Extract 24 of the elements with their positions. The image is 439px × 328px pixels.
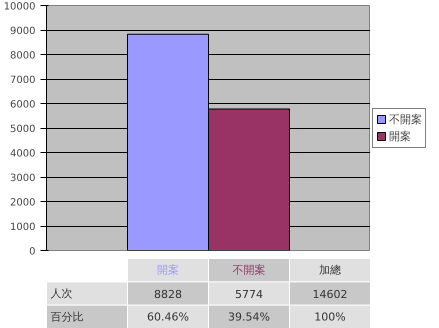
text: 開案 [157, 264, 179, 277]
y-tick-label: 7000 [10, 75, 36, 86]
text: 5774 [235, 288, 264, 301]
y-tick-label: 8000 [10, 50, 36, 62]
text: 60.46% [147, 310, 189, 324]
legend-label: 開案 [389, 128, 411, 144]
y-tick-label: 4000 [10, 148, 36, 160]
text: 加總 [319, 264, 341, 277]
y-tick-label: 3000 [10, 173, 36, 184]
text: 不開案 [232, 264, 266, 277]
text: 14602 [312, 288, 348, 301]
text: 百分比 [50, 310, 84, 324]
y-tick-label: 2000 [10, 198, 36, 208]
y-tick-label: 10000 [4, 2, 36, 12]
y-tick-label: 5000 [10, 124, 36, 135]
text: 人次 [50, 287, 73, 300]
y-tick-label: 0 [29, 246, 36, 258]
y-tick-label: 9000 [10, 26, 36, 37]
text: 100% [314, 310, 346, 324]
y-tick-label: 1000 [10, 222, 36, 233]
text: 8828 [154, 288, 182, 301]
text: 39.54% [228, 310, 270, 324]
y-tick-label: 6000 [10, 100, 36, 110]
legend-label: 不開案 [389, 112, 422, 126]
